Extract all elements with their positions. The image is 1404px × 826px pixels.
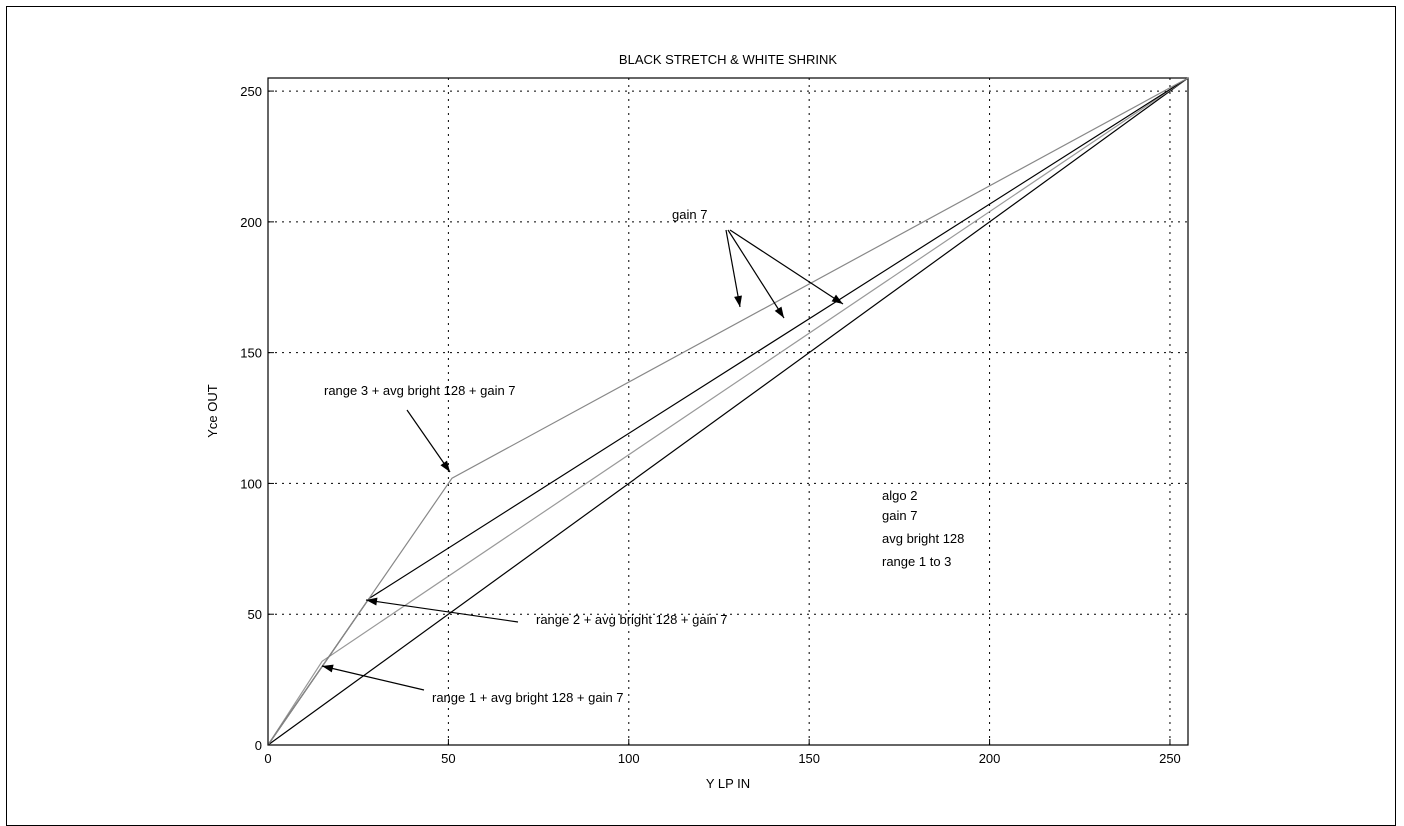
arrow-gain-2 — [727, 229, 785, 319]
arrow-layer — [321, 229, 844, 691]
tick-layer: 0 50 100 150 200 250 0 50 100 150 200 250 — [240, 84, 1181, 766]
series-layer — [267, 77, 1189, 746]
chart: 0 50 100 150 200 250 0 50 100 150 200 250 BLACK STR… — [205, 52, 1189, 791]
y-tick-label: 100 — [240, 476, 262, 491]
series-line-1 — [267, 77, 1189, 746]
annotation-range-3: range 3 + avg bright 128 + gain 7 — [324, 383, 516, 398]
arrow-gain-3 — [729, 229, 844, 305]
info-line-range: range 1 to 3 — [882, 554, 951, 569]
chart-frame — [6, 6, 1396, 826]
annotation-gain: gain 7 — [672, 207, 707, 222]
info-line-avg-bright: avg bright 128 — [882, 531, 964, 546]
x-tick-label: 100 — [618, 751, 640, 766]
series-line-2 — [267, 77, 1189, 746]
x-tick-label: 250 — [1159, 751, 1181, 766]
y-tick-label: 250 — [240, 84, 262, 99]
info-line-algo: algo 2 — [882, 488, 917, 503]
axes-box — [267, 77, 1189, 746]
arrow-range-1 — [321, 664, 425, 691]
chart-title: BLACK STRETCH & WHITE SHRINK — [619, 52, 837, 67]
y-tick-label: 50 — [248, 607, 262, 622]
y-tick-label: 150 — [240, 346, 262, 361]
arrow-gain-1 — [725, 229, 742, 308]
annotation-range-2: range 2 + avg bright 128 + gain 7 — [536, 612, 728, 627]
series-line-4 — [267, 77, 1189, 746]
y-axis-label: Yce OUT — [205, 384, 220, 438]
x-tick-label: 200 — [979, 751, 1001, 766]
arrow-range-3 — [406, 409, 451, 473]
x-tick-label: 0 — [264, 751, 271, 766]
x-axis-label: Y LP IN — [706, 776, 750, 791]
annotation-range-1: range 1 + avg bright 128 + gain 7 — [432, 690, 624, 705]
x-tick-label: 50 — [441, 751, 455, 766]
info-line-gain: gain 7 — [882, 508, 917, 523]
y-tick-label: 200 — [240, 215, 262, 230]
y-tick-label: 0 — [255, 738, 262, 753]
x-tick-label: 150 — [798, 751, 820, 766]
arrow-range-2 — [365, 597, 519, 623]
